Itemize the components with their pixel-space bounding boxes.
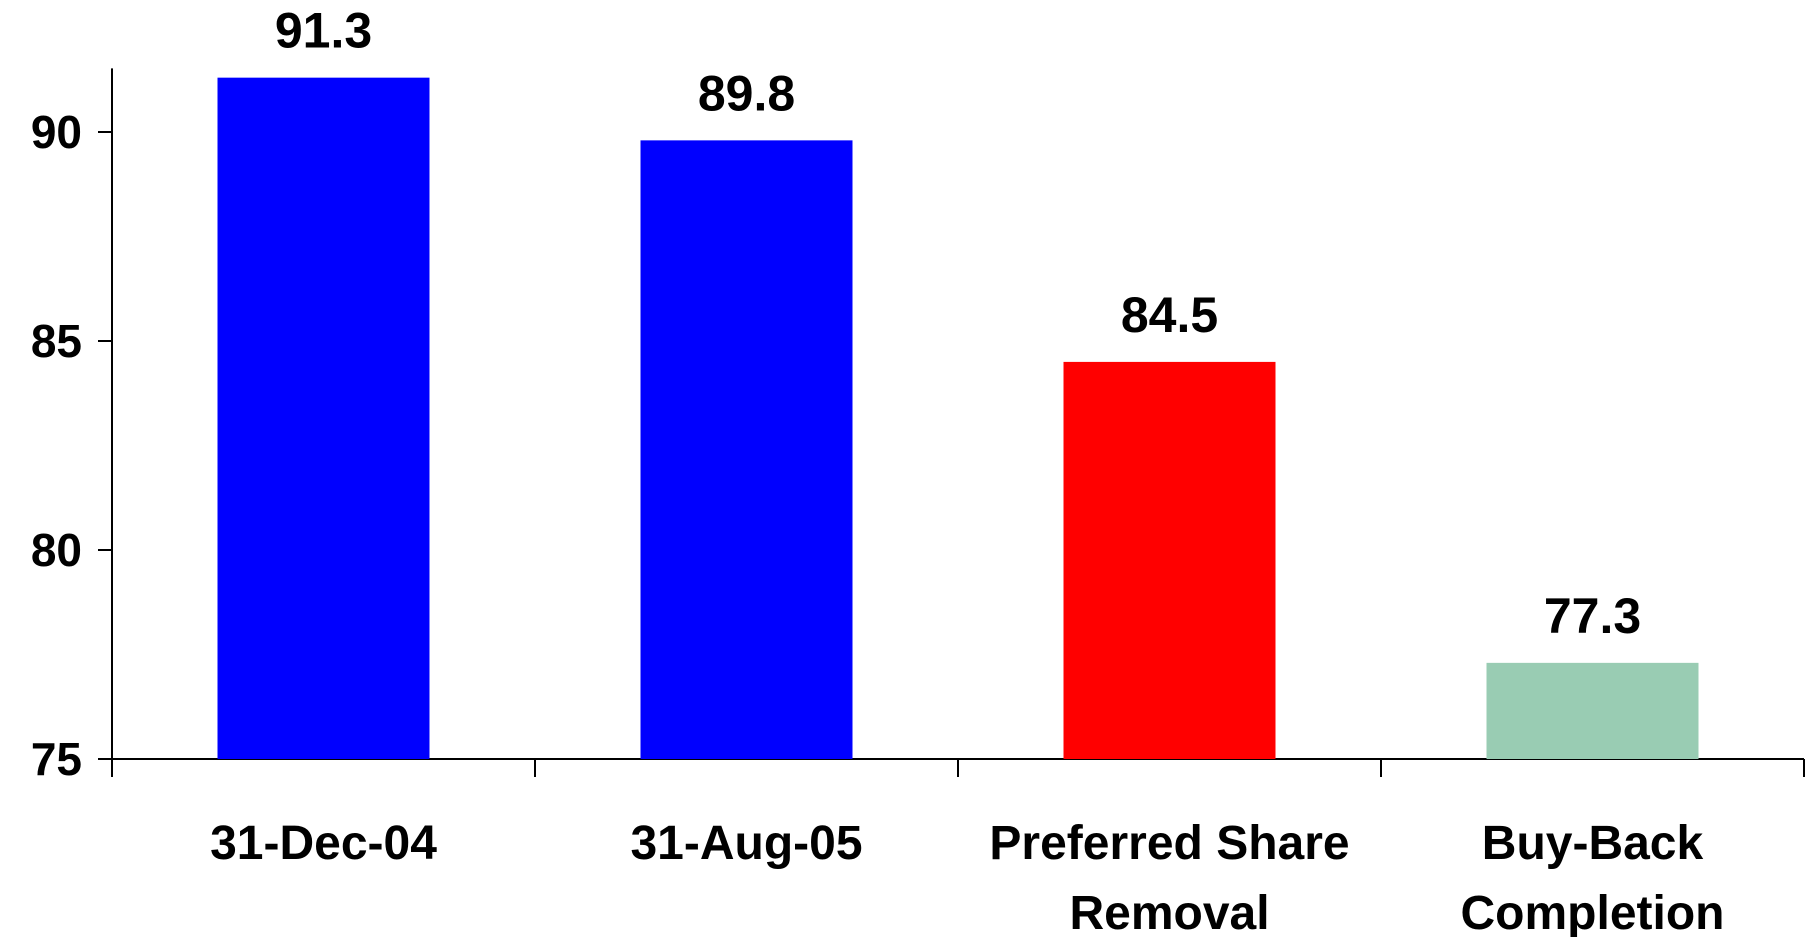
data-label: 84.5 [1121,287,1218,343]
category-labels: 31-Dec-04 31-Aug-05 Preferred Share Removal… [210,817,1724,937]
x-tick-label: Preferred Share [989,817,1349,870]
x-axis [111,758,1805,777]
data-label: 77.3 [1544,588,1641,644]
y-tick-label: 90 [31,106,82,158]
bar [1063,361,1276,759]
data-label: 91.3 [275,3,372,59]
x-tick-label: 31-Aug-05 [630,817,862,870]
y-tick-label: 75 [31,733,82,785]
y-tick-label: 80 [31,524,82,576]
bar [640,140,853,760]
value-labels: 91.3 89.8 84.5 77.3 [275,3,1641,644]
y-axis: 75 80 85 90 [31,68,113,785]
y-tick-label: 85 [31,315,82,367]
x-tick-label: 31-Dec-04 [210,817,437,870]
bar [217,77,430,759]
x-tick-label: Removal [1069,887,1269,937]
data-label: 89.8 [698,65,795,121]
x-tick-label: Completion [1461,887,1725,937]
bars [217,77,1699,760]
x-tick-label: Buy-Back [1482,817,1704,870]
bar [1486,662,1699,759]
